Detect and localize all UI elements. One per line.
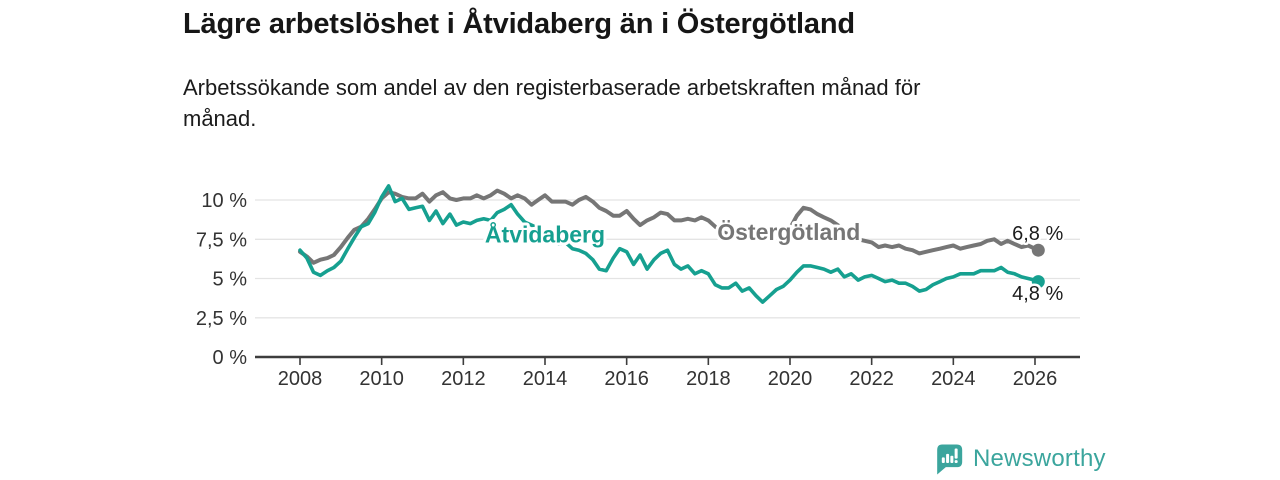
y-axis-tick-label: 5 % (213, 269, 248, 291)
newsworthy-logo-text: Newsworthy (973, 445, 1106, 472)
series-line-östergötland (298, 188, 1041, 265)
series-label-åtvidaberg: Åtvidaberg (485, 220, 605, 247)
y-axis-tick-label: 10 % (201, 190, 247, 212)
x-axis-tick-label: 2014 (523, 368, 568, 390)
x-axis-tick-label: 2010 (359, 368, 404, 390)
y-axis-tick-label: 7,5 % (196, 229, 247, 251)
x-axis-tick-label: 2012 (441, 368, 486, 390)
newsworthy-logo-icon (937, 444, 963, 475)
series-label-östergötland: Östergötland (717, 219, 860, 245)
unemployment-line-chart: 0 % 2,5 % 5 % 7,5 % 10 % 2008 2010 2012 2014 2016… (196, 184, 1080, 390)
y-axis-tick-label: 0 % (213, 347, 248, 369)
series-end-value-östergötland: 6,8 % (1012, 223, 1063, 245)
y-axis-tick-label: 2,5 % (196, 308, 247, 330)
x-axis-tick-label: 2018 (686, 368, 731, 390)
page-title: Lägre arbetslöshet i Åtvidaberg än i Öst… (183, 8, 855, 40)
x-axis-tick-label: 2026 (1013, 368, 1058, 390)
x-axis-tick-label: 2024 (931, 368, 976, 390)
chart-subtitle: Arbetssökande som andel av den registerb… (183, 75, 921, 131)
x-axis-tick-label: 2016 (604, 368, 649, 390)
newsworthy-logo: Newsworthy (934, 442, 1106, 476)
x-axis-tick-label: 2022 (849, 368, 894, 390)
x-axis-tick-label: 2008 (278, 368, 323, 390)
series-line-åtvidaberg (298, 184, 1041, 304)
series-end-value-åtvidaberg: 4,8 % (1012, 283, 1063, 305)
series-end-dot-åtvidaberg (1031, 275, 1045, 289)
series-end-dot-östergötland (1031, 243, 1045, 257)
x-axis-tick-label: 2020 (768, 368, 813, 390)
